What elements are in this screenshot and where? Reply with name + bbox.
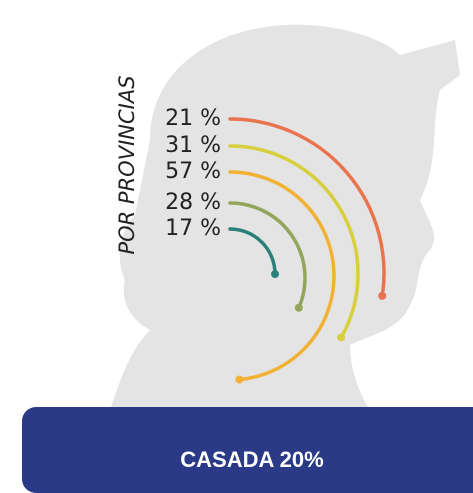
arc-end [378,291,387,300]
arc-end [235,375,244,384]
value-label: 17 % [165,216,221,241]
arc [228,227,277,276]
footer-label: CASADA 20% [180,447,323,472]
value-label: 31 % [165,133,221,158]
arc [228,170,336,382]
arc [228,201,307,310]
value-label: 28 % [165,190,221,215]
arc [228,144,360,340]
arc-end [294,303,303,312]
value-label: 21 % [165,106,221,131]
value-label: 57 % [165,159,221,184]
arc-end [337,333,346,342]
footer-band [22,407,473,493]
head-silhouette [110,24,460,411]
arc [228,117,386,298]
arc-end [271,270,279,279]
chart-title: POR PROVINCIAS [115,75,139,254]
